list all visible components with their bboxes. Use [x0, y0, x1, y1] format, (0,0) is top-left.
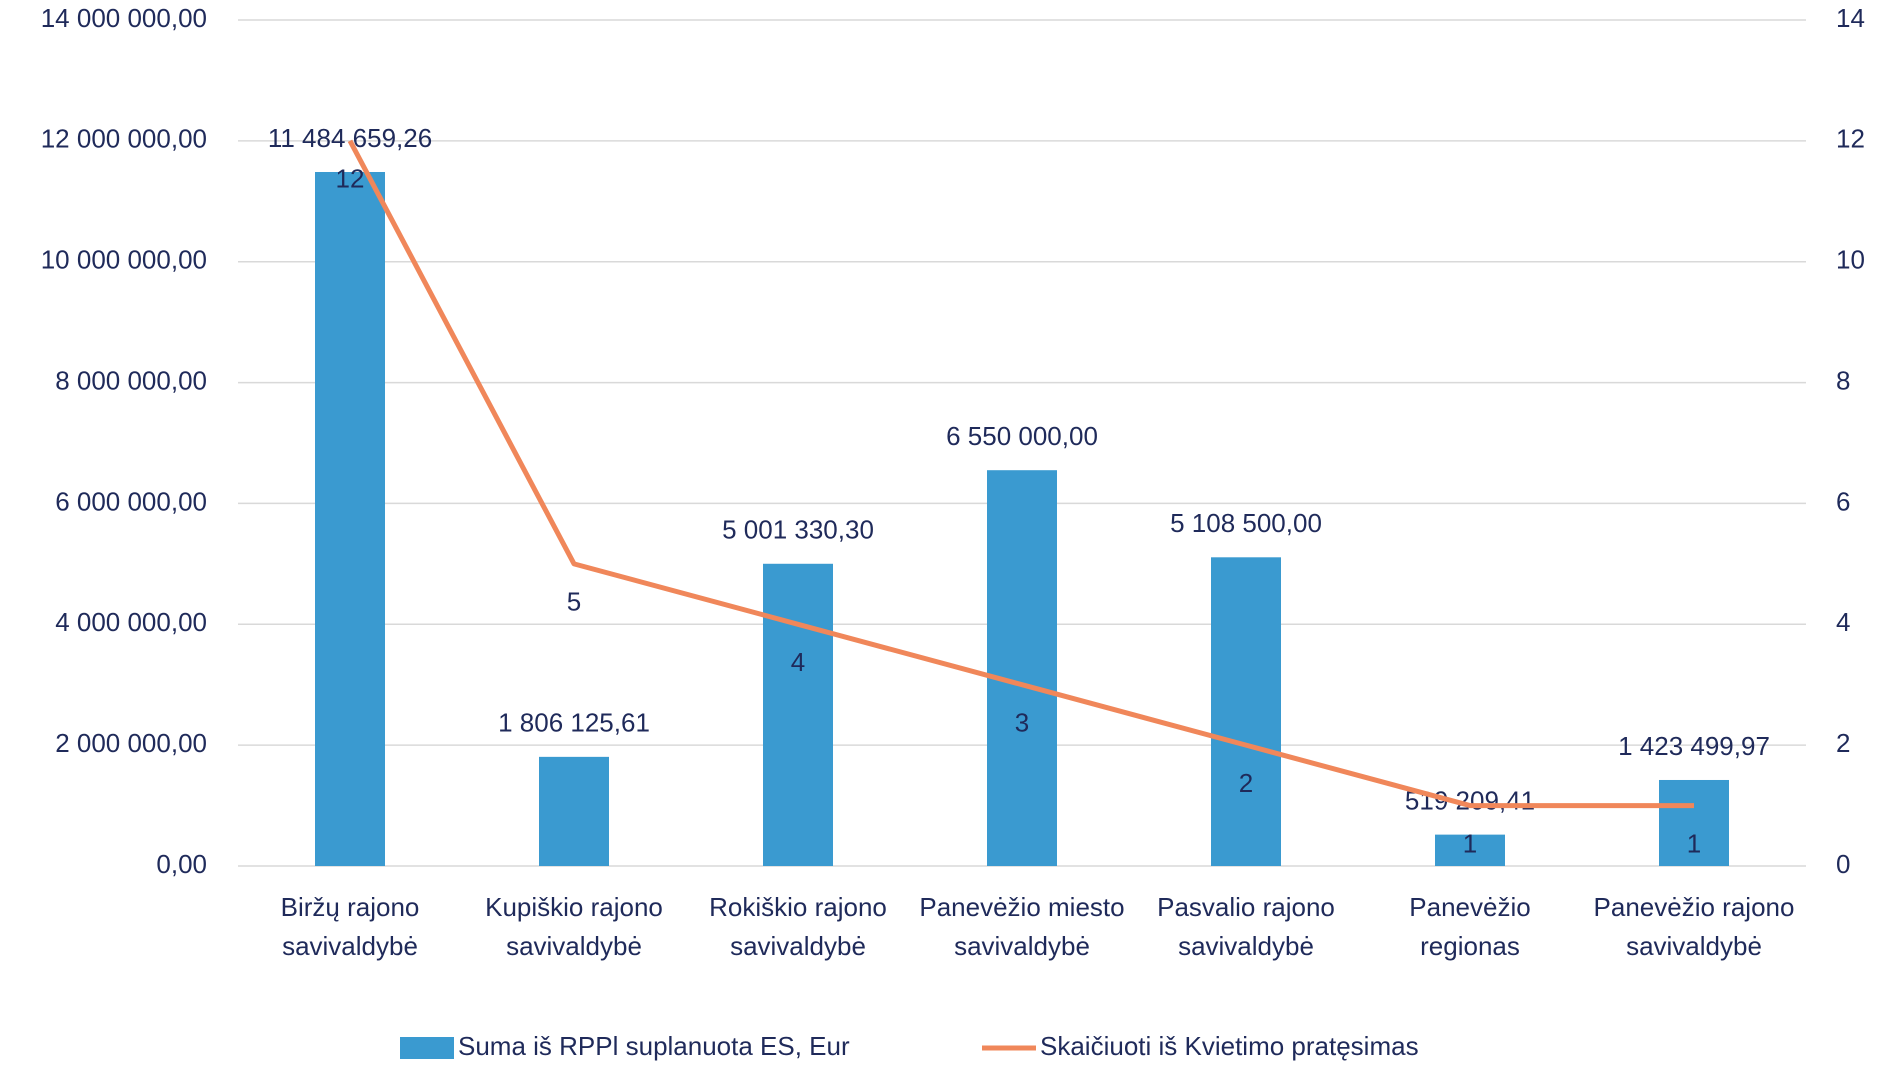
bar — [539, 756, 609, 866]
bar — [1435, 834, 1505, 866]
bar — [1659, 779, 1729, 866]
x-tick-label: Biržų rajono savivaldybė — [280, 892, 420, 961]
bar — [987, 470, 1057, 866]
bar — [763, 563, 833, 866]
y2-tick-label: 8 — [1836, 365, 1850, 395]
y-tick-label: 10 000 000,00 — [41, 245, 207, 275]
y2-tick-label: 12 — [1836, 124, 1865, 154]
y-tick-label: 8 000 000,00 — [55, 365, 207, 395]
bar-value-label: 11 484 659,26 — [268, 123, 432, 153]
x-tick-label: Panevėžio rajono savivaldybė — [1593, 892, 1795, 961]
bar-value-label: 1 806 125,61 — [498, 708, 650, 738]
x-tick-label: Pasvalio rajono savivaldybė — [1157, 892, 1335, 961]
y2-tick-label: 2 — [1836, 728, 1850, 758]
bar-value-label: 1 423 499,97 — [1618, 731, 1770, 761]
y2-tick-label: 10 — [1836, 245, 1865, 275]
line-value-label: 3 — [1015, 708, 1029, 738]
line-value-label: 2 — [1239, 768, 1253, 798]
y2-tick-label: 6 — [1836, 486, 1850, 516]
bar-value-label: 519 209,41 — [1405, 785, 1535, 815]
y-tick-label: 2 000 000,00 — [55, 728, 207, 758]
line-value-label: 1 — [1463, 828, 1477, 858]
line — [347, 139, 1694, 809]
x-tick-label: Panevėžio miesto savivaldybė — [919, 892, 1125, 961]
y-tick-label: 4 000 000,00 — [55, 607, 207, 637]
legend-swatch — [400, 1037, 454, 1059]
y-tick-label: 14 000 000,00 — [41, 3, 207, 33]
bar — [1211, 557, 1281, 866]
legend-label: Skaičiuoti iš Kvietimo pratęsimas — [1040, 1031, 1419, 1061]
y2-tick-label: 0 — [1836, 849, 1850, 879]
x-tick-label: Panevėžio regionas — [1409, 892, 1531, 961]
y-tick-label: 12 000 000,00 — [41, 124, 207, 154]
y-tick-label: 0,00 — [156, 849, 207, 879]
y2-tick-label: 4 — [1836, 607, 1850, 637]
x-tick-label: Rokiškio rajono savivaldybė — [709, 892, 887, 961]
line-value-label: 1 — [1687, 828, 1701, 858]
bar-value-label: 5 001 330,30 — [722, 515, 874, 545]
x-tick-label: Kupiškio rajono savivaldybė — [485, 892, 663, 961]
bar-value-label: 5 108 500,00 — [1170, 508, 1322, 538]
bar — [315, 171, 385, 867]
y-tick-label: 6 000 000,00 — [55, 486, 207, 516]
line-value-label: 4 — [791, 647, 805, 677]
y2-tick-label: 14 — [1836, 3, 1865, 33]
line-value-label: 5 — [567, 587, 581, 617]
line-value-label: 12 — [336, 164, 365, 194]
bar-value-label: 6 550 000,00 — [946, 421, 1098, 451]
legend-label: Suma iš RPPl suplanuota ES, Eur — [458, 1031, 850, 1061]
